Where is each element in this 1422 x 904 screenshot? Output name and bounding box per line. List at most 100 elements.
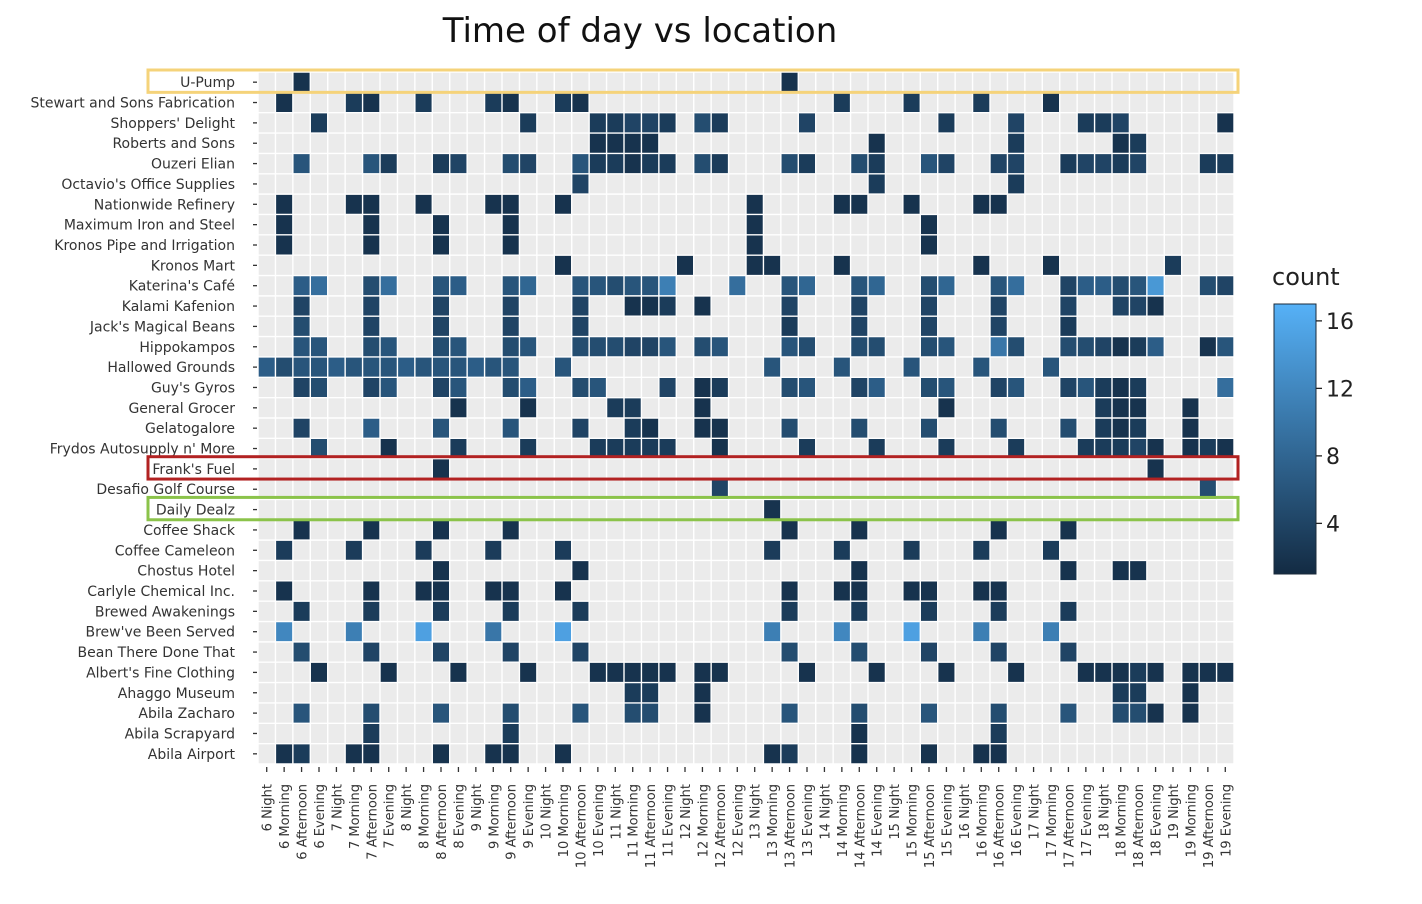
- y-tick-label: Jack's Magical Beans: [89, 319, 235, 335]
- heatmap-cell: [432, 418, 451, 439]
- heatmap-cell: [937, 438, 956, 460]
- heatmap-cell: [746, 234, 764, 256]
- heatmap-cell: [780, 418, 799, 439]
- heatmap-cell: [380, 336, 398, 358]
- heatmap-cell: [1129, 153, 1148, 175]
- heatmap-cell: [693, 418, 712, 439]
- heatmap-cell: [902, 194, 921, 215]
- y-tick-label: Guy's Gyros: [151, 380, 235, 396]
- heatmap-cell: [275, 194, 294, 215]
- heatmap-cell: [345, 540, 363, 561]
- color-legend: count 4 8 12 16: [1272, 263, 1354, 575]
- heatmap-cell: [554, 92, 573, 114]
- heatmap-cell: [624, 336, 642, 358]
- heatmap-cell: [571, 173, 590, 195]
- heatmap-cell: [362, 275, 381, 297]
- heatmap-cell: [1112, 133, 1130, 154]
- heatmap-cell: [1007, 173, 1026, 195]
- heatmap-cell: [641, 275, 660, 297]
- heatmap-cell: [1094, 153, 1113, 175]
- heatmap-cell: [589, 662, 607, 683]
- heatmap-cell: [990, 580, 1008, 602]
- heatmap-cell: [868, 275, 886, 297]
- heatmap-cell: [693, 662, 712, 683]
- heatmap-cell: [990, 275, 1008, 297]
- heatmap-cell: [1199, 275, 1217, 297]
- heatmap-cell: [362, 92, 381, 114]
- heatmap-cell: [502, 153, 520, 175]
- y-tick-label: Carlyle Chemical Inc.: [87, 584, 235, 600]
- heatmap-cell: [1007, 153, 1026, 175]
- heatmap-cell: [780, 275, 799, 297]
- heatmap-cell: [1181, 702, 1200, 724]
- heatmap-cell: [292, 295, 311, 317]
- heatmap-cell: [362, 214, 381, 236]
- y-tick-label: General Grocer: [128, 401, 235, 417]
- heatmap-cell: [502, 580, 520, 602]
- heatmap-cell: [833, 580, 851, 602]
- heatmap-cells: [258, 72, 1235, 765]
- heatmap-cell: [850, 743, 869, 765]
- heatmap-cell: [1129, 397, 1148, 419]
- heatmap-cell: [484, 92, 503, 114]
- heatmap-cell: [833, 621, 851, 643]
- heatmap-cell: [1164, 255, 1183, 276]
- heatmap-cell: [1129, 438, 1148, 460]
- heatmap-cell: [519, 112, 538, 134]
- heatmap-cell: [502, 92, 520, 114]
- heatmap-cell: [937, 397, 956, 419]
- heatmap-cell: [1077, 112, 1095, 134]
- heatmap-cell: [920, 214, 939, 236]
- heatmap-cell: [1077, 336, 1095, 358]
- heatmap-cell: [571, 316, 590, 337]
- heatmap-cell: [850, 519, 869, 541]
- heatmap-cell: [937, 112, 956, 134]
- heatmap-cell: [1094, 418, 1113, 439]
- heatmap-cell: [554, 194, 573, 215]
- heatmap-cell: [292, 601, 311, 622]
- heatmap-cell: [571, 641, 590, 663]
- heatmap-cell: [1146, 702, 1165, 724]
- heatmap-cell: [362, 418, 381, 439]
- x-tick-label: 19 Night: [1167, 784, 1182, 840]
- y-tick-label: Albert's Fine Clothing: [86, 665, 235, 681]
- legend-tick-label: 4: [1326, 512, 1340, 537]
- heatmap-cell: [449, 356, 468, 378]
- heatmap-cell: [902, 621, 921, 643]
- heatmap-cell: [1199, 153, 1217, 175]
- heatmap-cell: [292, 743, 311, 765]
- heatmap-cell: [484, 540, 503, 561]
- heatmap-cell: [502, 295, 520, 317]
- heatmap-cell: [1059, 275, 1078, 297]
- heatmap-cell: [310, 438, 329, 460]
- x-tick-label: 11 Morning: [627, 784, 642, 857]
- x-tick-label: 14 Evening: [871, 784, 886, 857]
- heatmap-cell: [624, 662, 642, 683]
- heatmap-cell: [589, 377, 607, 398]
- heatmap-cell: [292, 641, 311, 663]
- x-tick-label: 10 Evening: [592, 784, 607, 857]
- heatmap-cell: [362, 295, 381, 317]
- heatmap-cell: [258, 356, 276, 378]
- x-tick-label: 12 Afternoon: [714, 784, 729, 868]
- x-tick-label: 16 Afternoon: [993, 784, 1008, 868]
- heatmap-cell: [990, 702, 1008, 724]
- heatmap-cell: [362, 356, 381, 378]
- heatmap-cell: [502, 377, 520, 398]
- heatmap-cell: [519, 336, 538, 358]
- y-tick-label: Abila Scrapyard: [125, 726, 235, 742]
- heatmap-cell: [1077, 377, 1095, 398]
- heatmap-cell: [1129, 133, 1148, 154]
- heatmap-cell: [868, 438, 886, 460]
- heatmap-cell: [746, 255, 764, 276]
- heatmap-cell: [275, 214, 294, 236]
- x-tick-label: 7 Morning: [348, 784, 363, 849]
- x-tick-label: 18 Morning: [1115, 784, 1130, 857]
- heatmap-cell: [624, 682, 642, 704]
- x-tick-label: 14 Afternoon: [853, 784, 868, 868]
- heatmap-cell: [292, 377, 311, 398]
- heatmap-cell: [362, 336, 381, 358]
- heatmap-cell: [1112, 702, 1130, 724]
- heatmap-cell: [606, 112, 625, 134]
- heatmap-cell: [484, 743, 503, 765]
